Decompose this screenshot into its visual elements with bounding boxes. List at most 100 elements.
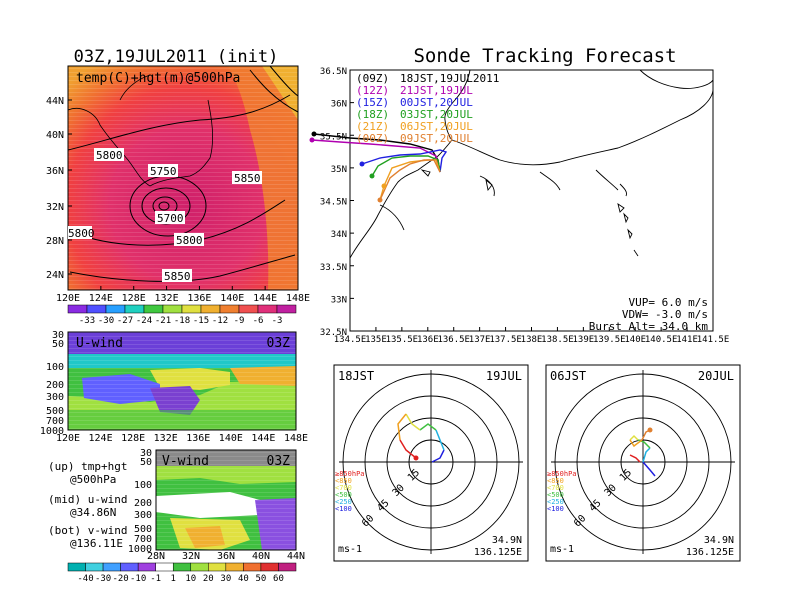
hodograph-end: [413, 455, 419, 461]
polar-hodograph-left: 18JST 19JUL ms-1 34.9N 136.125E 15304560…: [333, 364, 529, 562]
y-tick-label: 34N: [331, 230, 347, 240]
y-tick-label: 100: [134, 480, 152, 491]
hodograph-segment: [642, 461, 656, 477]
x-tick-label: 136E: [417, 335, 439, 345]
hodograph-segment: [431, 449, 445, 463]
colorbar-swatch: [124, 304, 145, 314]
polar-date: 20JUL: [698, 369, 734, 383]
y-tick-label: 40N: [46, 130, 64, 141]
track-line: [311, 139, 441, 173]
vwind-colorbar: -40 -30 -20 -10 -1 1 10 20 30 40 50 60: [67, 562, 297, 584]
colorbar-label: -12: [212, 316, 228, 326]
contour-label: 5800: [176, 234, 203, 247]
temp-map-frame: [67, 65, 299, 291]
colorbar-swatch: [172, 562, 192, 572]
vup-text: VUP= 6.0 m/s: [629, 296, 708, 309]
x-tick-label: 148E: [284, 433, 308, 444]
vwind-hatch: [156, 450, 296, 550]
track-end-point: [381, 183, 387, 189]
colorbar-swatch: [200, 304, 221, 314]
legend-code: (18Z): [356, 108, 389, 121]
vdw-text: VDW= -3.0 m/s: [622, 308, 708, 321]
sonde-tracks: [309, 131, 448, 203]
colorbar-swatch: [219, 304, 240, 314]
polar-jst: 18JST: [338, 369, 374, 383]
y-tick-label: 500: [46, 406, 64, 417]
y-tick-label: 33.5N: [320, 263, 347, 273]
x-tick-label: 140E: [220, 293, 244, 304]
note-line: @34.86N: [70, 506, 116, 519]
colorbar-swatch: [278, 562, 297, 572]
legend-code: (00Z): [356, 132, 389, 145]
burst-text: Burst Alt= 34.0 km: [589, 320, 709, 333]
colorbar-label: -40: [77, 574, 93, 584]
contour-label: 5700: [157, 212, 184, 225]
colorbar-swatch: [143, 304, 164, 314]
vwind-label: V-wind: [162, 454, 209, 469]
track-end-point: [377, 197, 383, 203]
temp-map-coastlines: [67, 74, 214, 187]
level-label: <500: [547, 491, 564, 499]
colorbar-label: -3: [272, 316, 283, 326]
colorbar-label: 40: [238, 574, 249, 584]
colorbar-label: -30: [98, 316, 114, 326]
temp-map-contour-labels: 5800 5750 5700 5800 5850 5850 5800: [68, 148, 262, 283]
y-tick-label: 35N: [331, 165, 347, 175]
x-tick-label: 128E: [121, 433, 145, 444]
panel-notes: (up) tmp+hgt @500hPa (mid) u-wind @34.86…: [48, 460, 127, 550]
polar-date: 19JUL: [486, 369, 522, 383]
hodograph-segment: [642, 447, 651, 463]
left-title: 03Z,19JUL2011 (init): [74, 47, 279, 67]
polar-unit: ms-1: [550, 544, 574, 555]
x-tick-label: 139E: [573, 335, 595, 345]
colorbar-label: -18: [174, 316, 190, 326]
track-end-point: [359, 161, 365, 167]
hodograph-segment: [419, 423, 437, 431]
contour-label: 5800: [96, 149, 123, 162]
level-label: <500: [335, 491, 352, 499]
temp-colorbar: -33 -30 -27 -24 -21 -18 -15 -12 -9 -6 -3: [67, 304, 297, 326]
legend-text: 03JST,20JUL: [400, 108, 473, 121]
x-tick-label: 140.5E: [645, 335, 678, 345]
colorbar-label: -21: [155, 316, 171, 326]
colorbar-label: -24: [136, 316, 152, 326]
track-end-point: [369, 173, 375, 179]
track-map-frame: [349, 69, 714, 332]
colorbar-swatch: [208, 562, 227, 572]
colorbar-label: -20: [112, 574, 128, 584]
temp-map-panel: temp(C)+hgt(m)@500hPa 5800 5750 5700 580…: [46, 65, 310, 326]
hodograph-segment: [397, 413, 407, 441]
x-tick-label: 132E: [155, 293, 179, 304]
legend-code: (21Z): [356, 120, 389, 133]
x-tick-label: 137.5E: [489, 335, 522, 345]
y-tick-label: 1000: [40, 426, 64, 437]
level-label: <250: [335, 498, 352, 506]
colorbar-label: 30: [220, 574, 231, 584]
y-tick-label: 100: [46, 362, 64, 373]
x-tick-label: 144E: [253, 293, 277, 304]
note-line: (up) tmp+hgt: [48, 460, 127, 473]
track-line: [379, 159, 441, 201]
x-tick-label: 124E: [89, 433, 113, 444]
colorbar-swatch: [67, 304, 88, 314]
level-label: <850: [547, 477, 564, 485]
colorbar-swatch: [105, 304, 126, 314]
y-tick-label: 30: [140, 448, 152, 459]
colorbar-label: -10: [130, 574, 146, 584]
colorbar-swatch: [86, 304, 107, 314]
hodograph-end: [647, 427, 653, 433]
note-line: @136.11E: [70, 537, 123, 550]
uwind-hatch: [68, 332, 296, 430]
y-tick-label: 36N: [46, 166, 64, 177]
y-tick-label: 36N: [331, 100, 347, 110]
legend-code: (12Z): [356, 84, 389, 97]
temp-map-label: temp(C)+hgt(m)@500hPa: [76, 71, 240, 86]
colorbar-label: -1: [150, 574, 161, 584]
polar-loc1: 34.9N: [704, 535, 734, 546]
colorbar-label: -6: [253, 316, 264, 326]
track-map-coastlines: [349, 69, 714, 259]
hodograph-segment: [399, 439, 417, 459]
